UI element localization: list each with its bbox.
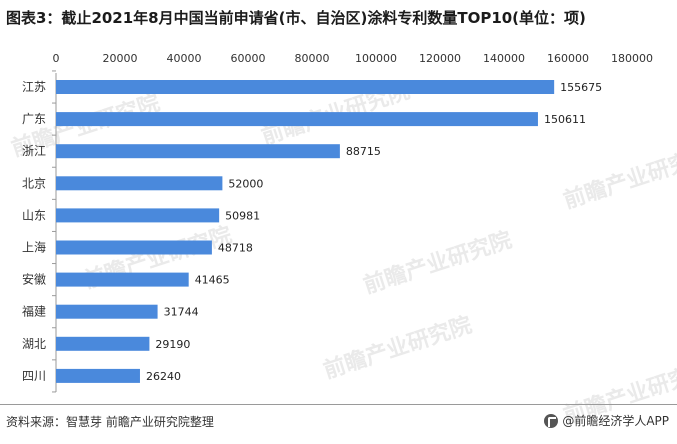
x-axis: 0 20000 40000 60000 80000 100000 120000 140000 1…	[53, 52, 654, 65]
data-label: 52000	[228, 177, 263, 190]
brand-logo-icon	[544, 413, 559, 428]
x-tick-label: 140000	[483, 52, 525, 65]
brand-text: @前瞻经济学人APP	[562, 414, 669, 428]
bar	[56, 80, 555, 94]
x-tick-label: 80000	[295, 52, 330, 65]
bar	[56, 336, 150, 351]
data-label: 26240	[146, 370, 181, 383]
bar	[56, 176, 223, 191]
x-tick-label: 180000	[611, 52, 653, 65]
data-label: 50981	[225, 209, 260, 222]
category-label: 北京	[22, 176, 46, 190]
x-tick-label: 40000	[167, 52, 202, 65]
x-tick-label: 20000	[103, 52, 138, 65]
data-label: 155675	[560, 81, 602, 94]
bars-group	[56, 80, 555, 383]
category-label: 四川	[22, 369, 46, 383]
x-tick-label: 120000	[419, 52, 461, 65]
category-label: 山东	[22, 208, 46, 222]
bar	[56, 368, 140, 383]
data-label: 41465	[195, 274, 230, 287]
bar	[56, 240, 212, 255]
bar	[56, 112, 538, 127]
category-label: 江苏	[22, 80, 46, 94]
category-label: 湖北	[22, 336, 46, 351]
category-label: 浙江	[22, 144, 46, 158]
x-tick-label: 100000	[355, 52, 397, 65]
bar-chart: 0 20000 40000 60000 80000 100000 120000 140000 1…	[22, 52, 654, 393]
data-label: 88715	[346, 145, 381, 158]
x-tick-label: 0	[53, 52, 60, 65]
footer-divider	[0, 404, 677, 405]
source-note: 资料来源：智慧芽 前瞻产业研究院整理	[6, 415, 214, 429]
data-label: 29190	[155, 338, 190, 351]
x-tick-label: 160000	[547, 52, 589, 65]
brand-credit: @前瞻经济学人APP	[544, 412, 669, 429]
bar	[56, 144, 340, 159]
bar	[56, 208, 220, 223]
data-label: 150611	[544, 113, 586, 126]
category-label: 安徽	[22, 272, 46, 287]
category-label: 福建	[22, 304, 46, 319]
category-label: 上海	[22, 240, 46, 255]
bar	[56, 304, 158, 319]
category-label: 广东	[22, 112, 46, 126]
data-label: 48718	[218, 242, 253, 255]
data-labels-group: 155675 150611 88715 52000 50981 48718 41465 317…	[146, 81, 602, 383]
data-label: 31744	[164, 306, 199, 319]
bar	[56, 272, 189, 287]
x-tick-label: 60000	[231, 52, 266, 65]
chart-title: 图表3：截止2021年8月中国当前申请省(市、自治区)涂料专利数量TOP10(单…	[6, 9, 586, 27]
